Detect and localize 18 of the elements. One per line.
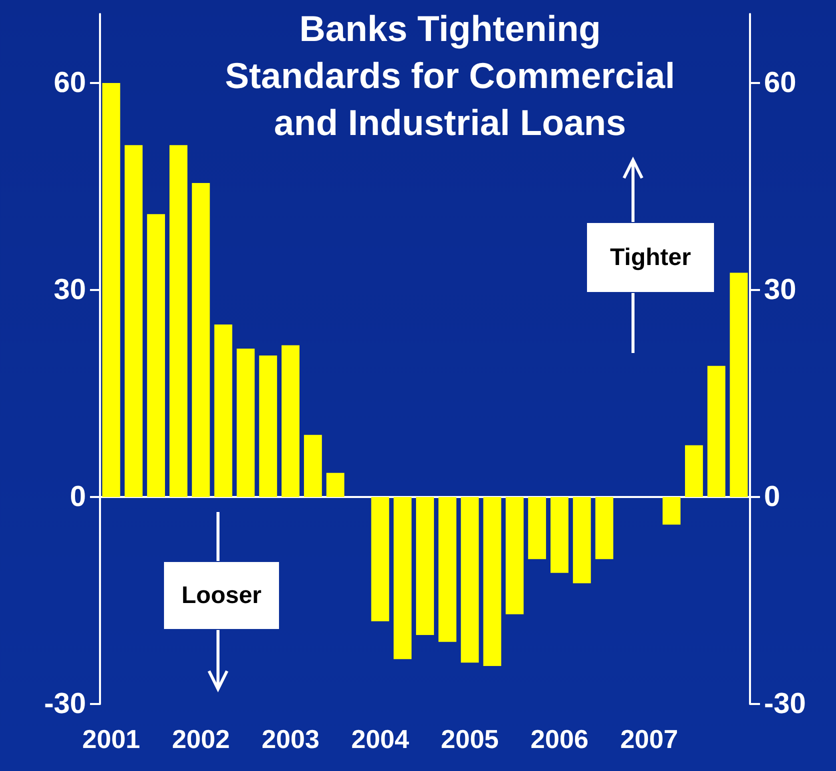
y-tick-label: 60 [54,67,86,99]
y-tick-label: 30 [54,274,86,306]
x-tick-label: 2004 [351,724,410,754]
x-tick-label: 2002 [172,724,230,754]
annotation: Looser [181,582,262,609]
y2-tick-label: -30 [764,688,806,720]
x-tick-label: 2005 [440,724,499,754]
x-tick-label: 2006 [530,724,588,754]
x-tick-label: 2003 [262,724,320,754]
text: Banks Tightening Standards for Commercial and Industrial Loans [224,8,676,143]
y-tick-label: 0 [70,481,86,513]
y2-tick-label: 30 [764,274,796,306]
y2-tick-label: 60 [764,67,796,99]
y-tick-label: -30 [44,688,86,720]
x-tick-label: 2001 [82,724,140,754]
y2-tick-label: 0 [764,481,780,513]
x-tick-label: 2007 [620,724,678,754]
annotation: Tighter [610,244,691,271]
